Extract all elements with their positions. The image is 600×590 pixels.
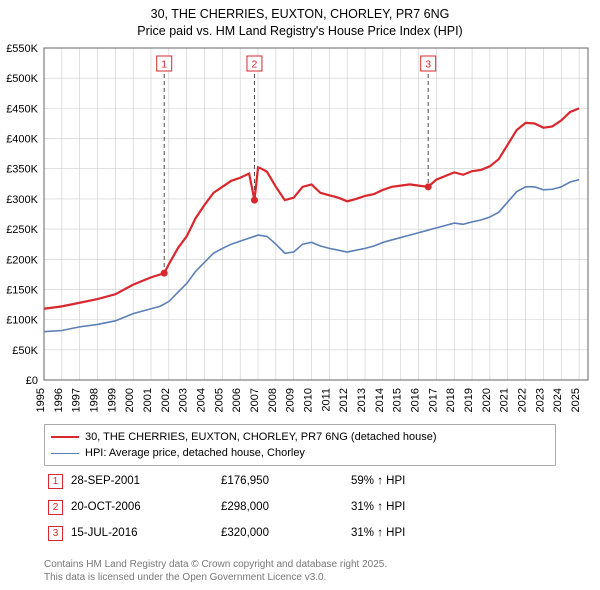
- legend-label: 30, THE CHERRIES, EUXTON, CHORLEY, PR7 6…: [85, 431, 437, 443]
- transaction-price: £298,000: [221, 501, 351, 513]
- x-tick-label: 2023: [534, 388, 546, 412]
- legend-item: 30, THE CHERRIES, EUXTON, CHORLEY, PR7 6…: [51, 429, 549, 445]
- y-tick-label: £200K: [6, 254, 38, 266]
- x-tick-label: 2007: [249, 388, 261, 412]
- transaction-marker: 3: [48, 526, 63, 541]
- legend-swatch: [51, 436, 79, 438]
- x-tick-label: 2015: [392, 388, 404, 412]
- legend-swatch: [51, 453, 79, 454]
- x-tick-label: 1998: [89, 388, 101, 412]
- x-tick-label: 2022: [517, 388, 529, 412]
- marker-dot-3: [425, 183, 432, 190]
- transaction-row: 2 20-OCT-2006£298,00031% ↑ HPI: [44, 494, 556, 520]
- transaction-row: 3 15-JUL-2016£320,00031% ↑ HPI: [44, 520, 556, 546]
- price-chart: £0 £50K £100K £150K £200K £250K £300K £350K £400…: [0, 44, 600, 420]
- marker-label-2: 2: [252, 59, 258, 71]
- transaction-date: 28-SEP-2001: [71, 475, 221, 487]
- y-tick-label: £500K: [6, 73, 38, 85]
- y-tick-label: £400K: [6, 134, 38, 146]
- marker-label-1: 1: [161, 59, 167, 71]
- x-tick-label: 2009: [285, 388, 297, 412]
- transaction-price: £320,000: [221, 527, 351, 539]
- y-tick-label: £100K: [6, 315, 38, 327]
- y-tick-label: £150K: [6, 284, 38, 296]
- footer-attribution: Contains HM Land Registry data © Crown c…: [44, 558, 387, 584]
- x-tick-label: 2019: [463, 388, 475, 412]
- y-tick-label: £300K: [6, 194, 38, 206]
- x-tick-label: 2008: [267, 388, 279, 412]
- transaction-hpi: 31% ↑ HPI: [351, 527, 556, 539]
- x-tick-label: 2006: [231, 388, 243, 412]
- chart-title-line2: Price paid vs. HM Land Registry's House …: [0, 23, 600, 40]
- footer-line1: Contains HM Land Registry data © Crown c…: [44, 558, 387, 571]
- legend: 30, THE CHERRIES, EUXTON, CHORLEY, PR7 6…: [44, 424, 556, 466]
- legend-item: HPI: Average price, detached house, Chor…: [51, 445, 549, 461]
- marker-dot-2: [251, 197, 258, 204]
- transaction-marker: 2: [48, 500, 63, 515]
- footer-line2: This data is licensed under the Open Gov…: [44, 571, 387, 584]
- x-tick-label: 1997: [71, 388, 83, 412]
- y-tick-label: £350K: [6, 164, 38, 176]
- y-tick-label: £0: [26, 375, 38, 387]
- x-tick-label: 2005: [213, 388, 225, 412]
- x-tick-label: 1999: [106, 388, 118, 412]
- x-tick-label: 2003: [178, 388, 190, 412]
- x-tick-label: 2021: [499, 388, 511, 412]
- transaction-price: £176,950: [221, 475, 351, 487]
- x-tick-label: 2025: [570, 388, 582, 412]
- x-tick-label: 2001: [142, 388, 154, 412]
- transaction-hpi: 59% ↑ HPI: [351, 475, 556, 487]
- x-tick-label: 2017: [427, 388, 439, 412]
- x-tick-label: 1996: [53, 388, 65, 412]
- marker-dot-1: [161, 270, 168, 277]
- transaction-marker: 1: [48, 474, 63, 489]
- x-tick-label: 1995: [35, 388, 47, 412]
- legend-label: HPI: Average price, detached house, Chor…: [85, 447, 305, 459]
- x-tick-label: 2012: [338, 388, 350, 412]
- x-tick-label: 2002: [160, 388, 172, 412]
- y-tick-label: £550K: [6, 44, 38, 55]
- transaction-date: 20-OCT-2006: [71, 501, 221, 513]
- x-tick-label: 2020: [481, 388, 493, 412]
- x-tick-label: 2000: [124, 388, 136, 412]
- x-tick-label: 2014: [374, 388, 386, 412]
- y-tick-label: £250K: [6, 224, 38, 236]
- chart-title-line1: 30, THE CHERRIES, EUXTON, CHORLEY, PR7 6…: [0, 6, 600, 23]
- x-tick-label: 2013: [356, 388, 368, 412]
- x-tick-label: 2016: [410, 388, 422, 412]
- transaction-hpi: 31% ↑ HPI: [351, 501, 556, 513]
- marker-label-3: 3: [425, 59, 431, 71]
- y-tick-label: £50K: [12, 345, 38, 357]
- x-tick-label: 2018: [445, 388, 457, 412]
- transactions-table: 1 28-SEP-2001£176,95059% ↑ HPI 2 20-OCT-200…: [44, 468, 556, 546]
- x-tick-label: 2024: [552, 388, 564, 412]
- x-tick-label: 2010: [303, 388, 315, 412]
- y-tick-label: £450K: [6, 103, 38, 115]
- transaction-date: 15-JUL-2016: [71, 527, 221, 539]
- transaction-row: 1 28-SEP-2001£176,95059% ↑ HPI: [44, 468, 556, 494]
- x-tick-label: 2011: [320, 388, 332, 412]
- x-tick-label: 2004: [196, 388, 208, 412]
